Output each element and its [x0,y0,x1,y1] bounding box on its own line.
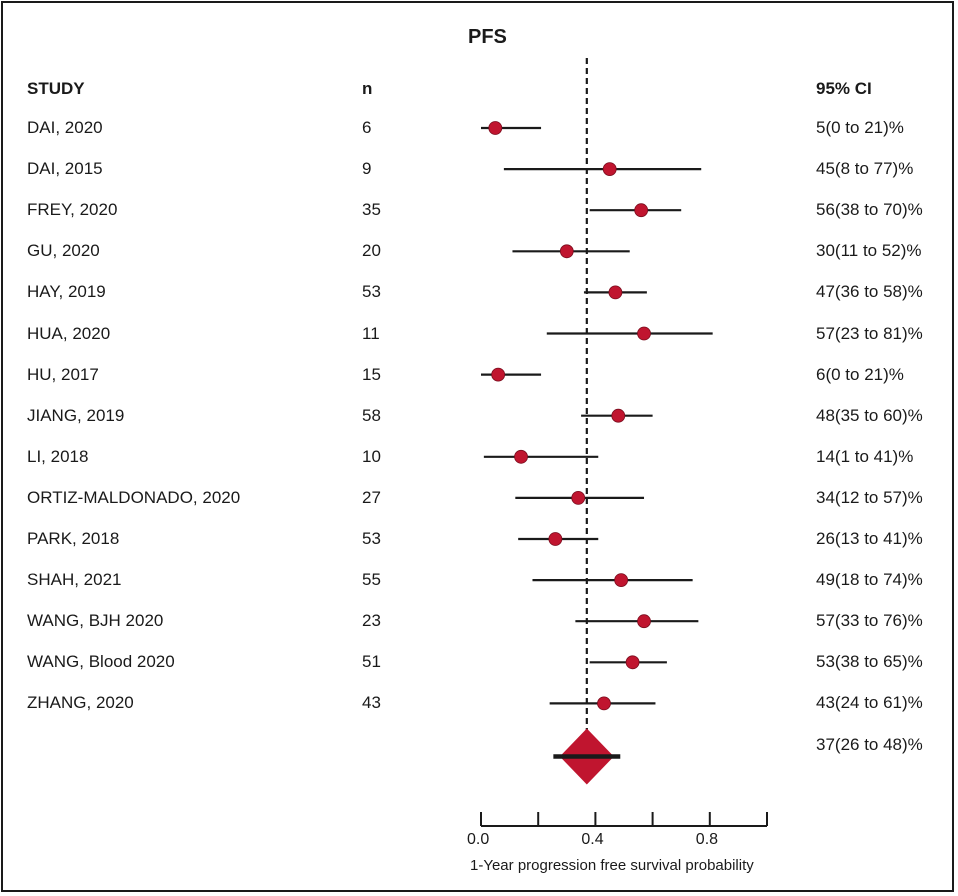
study-ci-label: 57(33 to 76)% [816,611,923,631]
point-estimate [491,367,506,382]
study-name: PARK, 2018 [27,529,120,548]
point-estimate [637,614,651,629]
n-column-header: n [362,79,373,98]
study-ci-label: 14(1 to 41)% [816,446,914,466]
study-name: WANG, BJH 2020 [27,611,164,631]
study-ci-label: 43(24 to 61)% [816,693,923,713]
ci-column-header: 95% CI [816,79,872,98]
chart-title: PFS [468,26,507,48]
study-n: 58 [362,405,381,425]
study-column-header: STUDY [27,79,85,98]
study-ci-label: 49(18 to 74)% [816,570,923,590]
study-ci-label: 47(36 to 58)% [816,282,923,302]
study-ci-label: 26(13 to 41)% [816,529,923,548]
x-tick-label: 0.0 [467,831,490,848]
study-ci-label: 34(12 to 57)% [816,487,923,507]
point-estimate [611,408,626,423]
study-name: DAI, 2015 [27,159,103,179]
study-name: HUA, 2020 [27,323,111,343]
study-ci-label: 30(11 to 52)% [816,241,922,261]
point-estimate [548,532,563,546]
study-ci-label: 6(0 to 21)% [816,364,904,384]
study-n: 11 [362,323,380,343]
point-estimate [637,326,651,341]
study-name: ZHANG, 2020 [27,693,134,713]
study-n: 55 [362,570,381,590]
study-n: 6 [362,118,372,137]
x-tick-label: 0.4 [581,831,604,848]
study-n: 9 [362,159,372,179]
study-name: JIANG, 2019 [27,405,125,425]
study-n: 15 [362,364,381,384]
study-name: FREY, 2020 [27,200,118,220]
point-estimate [625,655,640,670]
study-ci-label: 45(8 to 77)% [816,159,914,179]
study-n: 20 [362,241,381,261]
x-tick-label: 0.8 [695,831,719,848]
study-n: 35 [362,200,381,220]
x-axis-label: 1-Year progression free survival probabi… [470,857,754,874]
point-estimate [634,203,649,218]
study-ci-label: 57(23 to 81)% [816,323,923,343]
study-ci-label: 48(35 to 60)% [816,405,923,425]
study-name: DAI, 2020 [27,118,103,137]
point-estimate [488,121,503,135]
point-estimate [602,162,617,177]
study-name: SHAH, 2021 [27,570,122,590]
study-name: GU, 2020 [27,241,100,261]
study-n: 27 [362,487,381,507]
point-estimate [559,244,574,259]
point-estimate [514,449,528,464]
study-name: LI, 2018 [27,446,89,466]
study-ci-label: 56(38 to 70)% [816,200,923,220]
study-n: 53 [362,529,381,548]
study-name: ORTIZ-MALDONADO, 2020 [27,487,241,507]
study-ci-label: 53(38 to 65)% [816,652,923,672]
study-name: WANG, Blood 2020 [27,652,175,672]
pooled-ci-label: 37(26 to 48)% [816,734,923,754]
point-estimate [608,285,623,300]
point-estimate [571,490,586,505]
study-n: 23 [362,611,381,631]
study-name: HU, 2017 [27,364,99,384]
point-estimate [614,573,629,587]
study-n: 51 [362,652,381,672]
study-ci-label: 5(0 to 21)% [816,118,904,137]
point-estimate [597,696,611,711]
study-n: 10 [362,446,381,466]
study-name: HAY, 2019 [27,282,106,302]
study-n: 53 [362,282,381,302]
study-n: 43 [362,693,381,713]
